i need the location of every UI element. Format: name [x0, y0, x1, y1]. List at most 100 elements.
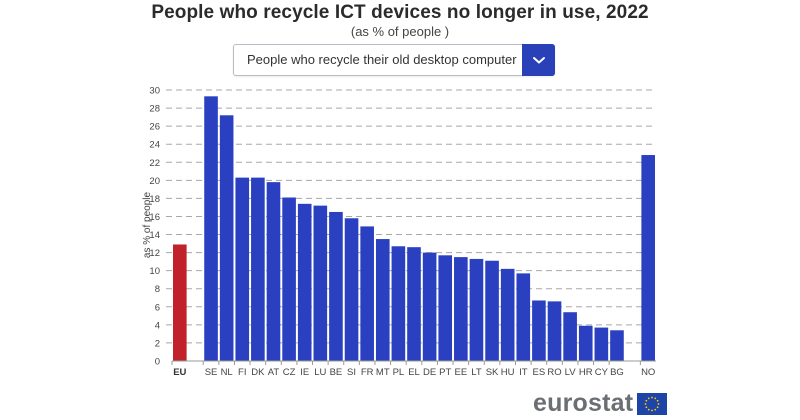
dropdown-selected-value[interactable]: People who recycle their old desktop com…	[247, 52, 517, 67]
bar-el[interactable]	[407, 247, 421, 361]
y-tick-label: 18	[149, 194, 160, 205]
x-tick-label-pt: PT	[439, 367, 451, 378]
bar-nl[interactable]	[219, 115, 234, 361]
bar-fr[interactable]	[360, 226, 374, 361]
bar-lv[interactable]	[563, 312, 577, 361]
y-tick-label: 16	[149, 212, 160, 223]
eu-flag-icon	[637, 393, 668, 415]
x-tick-label-dk: DK	[251, 367, 265, 378]
y-axis-label: as % of people	[142, 191, 153, 258]
x-tick-label-it: IT	[519, 367, 528, 378]
flag-star	[656, 399, 659, 402]
eurostat-wordmark: eurostat	[533, 389, 634, 417]
y-tick-label: 2	[155, 338, 160, 349]
eurostat-logo: eurostat	[533, 389, 668, 417]
chart-title: People who recycle ICT devices no longer…	[151, 2, 649, 23]
flag-star	[645, 399, 648, 402]
y-tick-label: 20	[149, 176, 160, 187]
y-tick-label: 24	[149, 140, 160, 151]
bar-si[interactable]	[344, 218, 359, 361]
bar-eu[interactable]	[173, 244, 187, 361]
x-tick-label-hr: HR	[579, 367, 593, 378]
bar-bg[interactable]	[610, 330, 624, 361]
bar-no[interactable]	[641, 155, 655, 361]
bars	[173, 96, 655, 361]
bar-hu[interactable]	[500, 268, 515, 361]
bar-it[interactable]	[516, 273, 531, 361]
y-tick-label: 0	[155, 357, 160, 368]
bar-hr[interactable]	[578, 325, 593, 361]
dropdown-toggle-button[interactable]	[522, 44, 555, 76]
x-tick-label-eu: EU	[173, 367, 186, 378]
bar-be[interactable]	[329, 211, 343, 361]
x-tick-label-es: ES	[533, 367, 546, 378]
bar-at[interactable]	[266, 182, 281, 361]
chevron-down-icon	[532, 57, 545, 64]
flag-star	[651, 396, 654, 399]
x-tick-label-el: EL	[408, 367, 420, 378]
bar-dk[interactable]	[251, 177, 265, 361]
bar-fi[interactable]	[235, 177, 250, 361]
bar-ie[interactable]	[297, 203, 312, 361]
bar-ee[interactable]	[454, 257, 468, 361]
bar-cy[interactable]	[594, 327, 609, 361]
x-tick-label-at: AT	[268, 367, 280, 378]
flag-star	[654, 408, 657, 411]
bar-lt[interactable]	[469, 258, 484, 361]
chart-subtitle: (as % of people )	[350, 24, 450, 39]
x-tick-label-si: SI	[347, 367, 356, 378]
bar-pt[interactable]	[438, 255, 453, 361]
y-tick-label: 12	[149, 248, 160, 259]
x-tick-label-be: BE	[330, 367, 343, 378]
x-tick-label-fi: FI	[238, 367, 246, 378]
x-axis-ticks: EU SE NL FI DK AT CZ IE LU BE SI FR MT PL EL DE PT EE LT SK…	[171, 361, 655, 378]
y-tick-label: 10	[149, 266, 160, 277]
flag-star	[656, 406, 659, 409]
bar-de[interactable]	[422, 252, 437, 361]
x-tick-label-sk: SK	[486, 367, 499, 378]
y-tick-label: 4	[155, 320, 160, 331]
flag-star	[644, 403, 647, 405]
y-tick-label: 14	[149, 230, 160, 241]
x-tick-label-ee: EE	[454, 367, 467, 378]
x-tick-label-lv: LV	[565, 367, 577, 378]
bar-sk[interactable]	[485, 260, 499, 361]
flag-star	[654, 397, 657, 400]
bar-lu[interactable]	[313, 205, 328, 361]
y-tick-label: 28	[149, 104, 160, 115]
flag-star	[651, 409, 654, 412]
x-tick-label-se: SE	[205, 367, 218, 378]
bar-cz[interactable]	[282, 197, 296, 361]
flag-star	[657, 403, 660, 405]
y-tick-label: 22	[149, 158, 160, 169]
bar-ro[interactable]	[547, 301, 562, 361]
x-tick-label-de: DE	[423, 367, 436, 378]
bar-mt[interactable]	[375, 239, 390, 361]
x-tick-label-ro: RO	[547, 367, 561, 378]
indicator-dropdown[interactable]: People who recycle their old desktop com…	[233, 44, 555, 76]
x-tick-label-cy: CY	[595, 367, 609, 378]
flag-star	[648, 408, 650, 411]
x-tick-label-ie: IE	[300, 367, 309, 378]
x-tick-label-lt: LT	[471, 367, 482, 378]
y-tick-label: 30	[149, 86, 160, 97]
x-tick-label-cz: CZ	[283, 367, 296, 378]
x-tick-label-hu: HU	[501, 367, 515, 378]
x-tick-label-bg: BG	[610, 367, 624, 378]
x-tick-label-no: NO	[641, 367, 655, 378]
bar-es[interactable]	[532, 300, 546, 361]
flag-star	[645, 406, 648, 409]
x-tick-label-fr: FR	[361, 367, 374, 378]
y-tick-label: 6	[155, 302, 160, 313]
x-tick-label-lu: LU	[314, 367, 326, 378]
bar-pl[interactable]	[391, 246, 406, 361]
y-tick-label: 26	[149, 122, 160, 133]
flag-star	[648, 397, 650, 400]
x-tick-label-mt: MT	[376, 367, 390, 378]
x-tick-label-pl: PL	[393, 367, 405, 378]
y-tick-label: 8	[155, 284, 160, 295]
x-tick-label-nl: NL	[221, 367, 233, 378]
bar-se[interactable]	[204, 96, 218, 361]
